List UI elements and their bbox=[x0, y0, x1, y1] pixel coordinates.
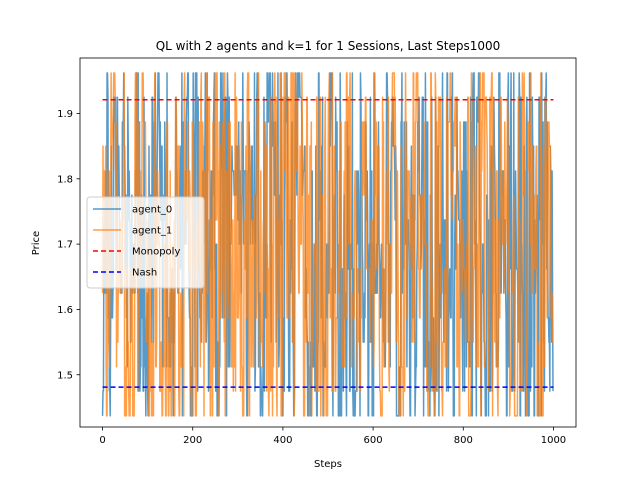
legend-label-nash: Nash bbox=[132, 268, 157, 279]
plot-frame bbox=[79, 57, 577, 428]
legend-label-agent_0: agent_0 bbox=[132, 205, 172, 216]
y-axis-label: Price bbox=[31, 231, 42, 255]
y-tick-label: 1.8 bbox=[57, 174, 73, 185]
y-tick-label: 1.7 bbox=[57, 240, 73, 251]
x-tick-label: 0 bbox=[99, 435, 105, 446]
x-axis-ticks: 0 200 400 600 800 1000 bbox=[99, 427, 566, 446]
chart-title: QL with 2 agents and k=1 for 1 Sessions,… bbox=[156, 39, 501, 53]
series-line-agent_1 bbox=[101, 72, 554, 417]
x-tick-label: 800 bbox=[454, 435, 473, 446]
y-tick-label: 1.9 bbox=[57, 109, 73, 120]
x-tick-label: 200 bbox=[183, 435, 202, 446]
x-tick-label: 1000 bbox=[541, 435, 566, 446]
legend-label-monopoly: Monopoly bbox=[132, 247, 180, 258]
x-tick-label: 400 bbox=[273, 435, 292, 446]
legend-label-agent_1: agent_1 bbox=[132, 226, 172, 237]
y-tick-label: 1.5 bbox=[57, 370, 73, 381]
y-tick-label: 1.6 bbox=[57, 305, 73, 316]
legend-box bbox=[86, 196, 205, 289]
legend: agent_0 agent_1 Monopoly Nash bbox=[86, 196, 205, 289]
y-axis-ticks: 1.5 1.6 1.7 1.8 1.9 bbox=[57, 109, 80, 381]
x-axis-label: Steps bbox=[314, 459, 342, 470]
x-tick-label: 600 bbox=[364, 435, 383, 446]
